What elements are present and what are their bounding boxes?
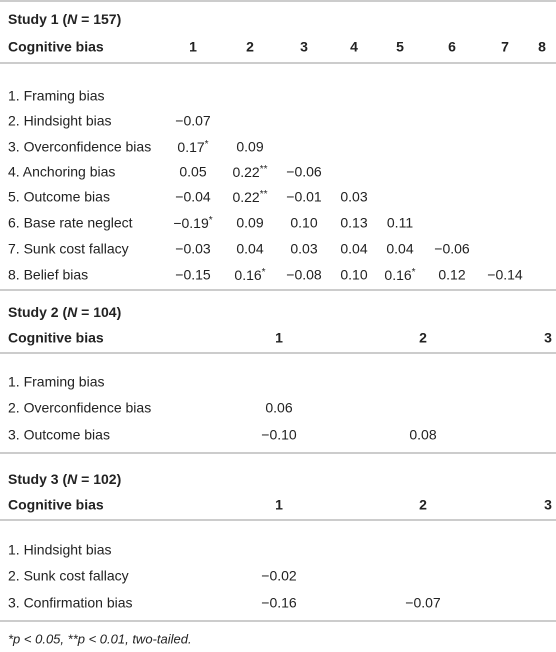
row-label: 5. Outcome bias: [8, 189, 110, 205]
study-title: Study 1 (N = 157): [8, 11, 121, 27]
cell: 0.08: [409, 427, 436, 443]
column-header: 2: [246, 39, 254, 55]
column-header: 2: [419, 330, 427, 346]
study-title: Study 2 (N = 104): [8, 304, 121, 320]
column-header: Cognitive bias: [8, 497, 104, 513]
title-prefix: Study 1 (: [8, 11, 67, 27]
column-header: Cognitive bias: [8, 39, 104, 55]
cell: −0.06: [434, 241, 470, 257]
row-label: 1. Framing bias: [8, 374, 104, 390]
cell: 0.22**: [232, 164, 267, 180]
title-n: N: [67, 11, 78, 27]
column-header: 3: [300, 39, 308, 55]
column-header: 2: [419, 497, 427, 513]
title-suffix: = 102): [77, 471, 121, 487]
column-header: 6: [448, 39, 456, 55]
cell: 0.16*: [384, 267, 415, 283]
cell: 0.11: [387, 215, 413, 231]
cell: 0.10: [340, 267, 367, 283]
row-label: 3. Outcome bias: [8, 427, 110, 443]
cell: 0.13: [340, 215, 367, 231]
cell: −0.06: [286, 164, 322, 180]
cell: −0.02: [261, 568, 297, 584]
cell: −0.03: [175, 241, 211, 257]
row-label: 8. Belief bias: [8, 267, 88, 283]
cell: −0.07: [175, 113, 211, 129]
column-header: 5: [396, 39, 404, 55]
row-label: 4. Anchoring bias: [8, 164, 115, 180]
cell: 0.09: [236, 215, 263, 231]
title-n: N: [67, 304, 78, 320]
cell: 0.03: [290, 241, 317, 257]
cell: 0.04: [236, 241, 263, 257]
column-header: 3: [544, 497, 552, 513]
row-label: 1. Framing bias: [8, 88, 104, 104]
column-header: 7: [501, 39, 509, 55]
row-label: 3. Overconfidence bias: [8, 139, 151, 155]
cell: 0.03: [340, 189, 367, 205]
cell: 0.04: [386, 241, 413, 257]
cell: 0.22**: [232, 189, 267, 205]
cell: −0.16: [261, 595, 297, 611]
row-label: 6. Base rate neglect: [8, 215, 133, 231]
cell: 0.16*: [234, 267, 265, 283]
study-title: Study 3 (N = 102): [8, 471, 121, 487]
cell: −0.08: [286, 267, 322, 283]
cell: −0.04: [175, 189, 211, 205]
row-label: 2. Sunk cost fallacy: [8, 568, 129, 584]
column-header: 1: [275, 330, 283, 346]
row-label: 3. Confirmation bias: [8, 595, 133, 611]
cell: 0.12: [438, 267, 465, 283]
column-header: 4: [350, 39, 358, 55]
column-header: Cognitive bias: [8, 330, 104, 346]
cell: 0.10: [290, 215, 317, 231]
cell: 0.09: [236, 139, 263, 155]
row-label: 7. Sunk cost fallacy: [8, 241, 129, 257]
cell: 0.17*: [177, 139, 208, 155]
cell: −0.07: [405, 595, 441, 611]
column-header: 1: [275, 497, 283, 513]
title-prefix: Study 2 (: [8, 304, 67, 320]
cell: 0.06: [265, 400, 292, 416]
column-header: 1: [189, 39, 197, 55]
cell: 0.05: [179, 164, 206, 180]
row-label: 2. Overconfidence bias: [8, 400, 151, 416]
cell: −0.14: [487, 267, 523, 283]
row-label: 1. Hindsight bias: [8, 542, 112, 558]
cell: −0.19*: [173, 215, 212, 231]
column-header: 8: [538, 39, 546, 55]
cell: −0.01: [286, 189, 322, 205]
title-suffix: = 104): [77, 304, 121, 320]
title-suffix: = 157): [77, 11, 121, 27]
row-label: 2. Hindsight bias: [8, 113, 112, 129]
title-prefix: Study 3 (: [8, 471, 67, 487]
cell: −0.10: [261, 427, 297, 443]
cell: −0.15: [175, 267, 211, 283]
footnote: *p < 0.05, **p < 0.01, two-tailed.: [8, 631, 192, 646]
column-header: 3: [544, 330, 552, 346]
cell: 0.04: [340, 241, 367, 257]
title-n: N: [67, 471, 78, 487]
